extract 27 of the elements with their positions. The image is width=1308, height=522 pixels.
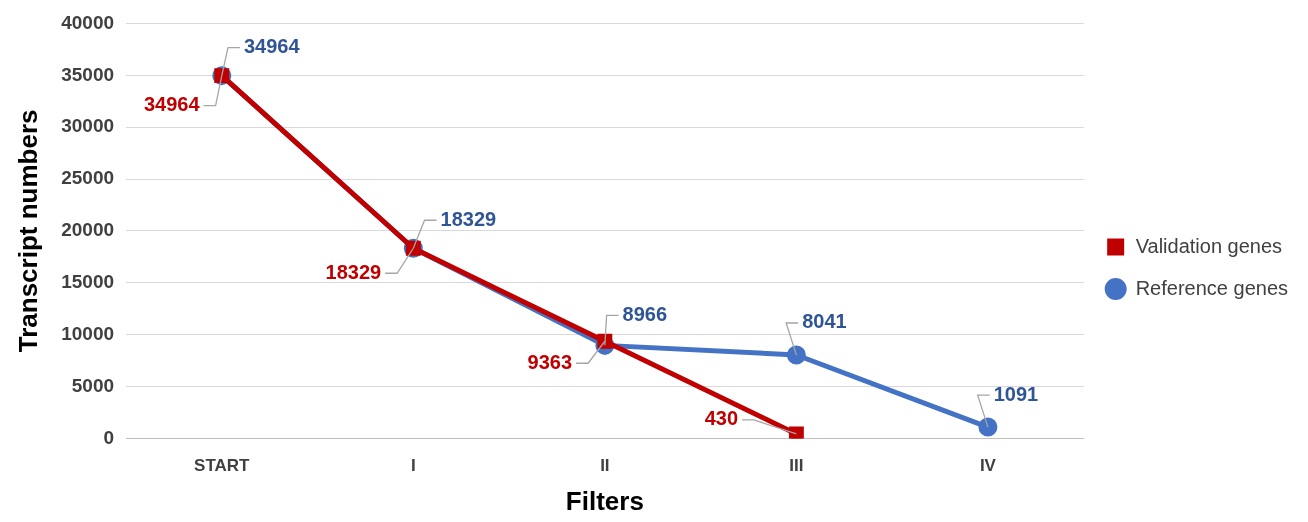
y-tick-label: 25000 bbox=[61, 167, 115, 189]
data-label: 8966 bbox=[622, 302, 668, 325]
y-tick-label: 40000 bbox=[61, 11, 115, 33]
data-label: 18329 bbox=[440, 207, 497, 230]
data-label: 430 bbox=[704, 407, 739, 430]
data-label: 9363 bbox=[527, 350, 573, 373]
y-axis-title: Transcript numbers bbox=[12, 109, 43, 353]
y-tick-label: 0 bbox=[103, 426, 115, 448]
x-axis-title: Filters bbox=[565, 485, 644, 516]
y-tick-label: 20000 bbox=[61, 219, 115, 241]
y-tick-label: 15000 bbox=[61, 271, 115, 293]
x-tick-label: III bbox=[789, 456, 804, 476]
x-tick-label: START bbox=[194, 456, 251, 476]
y-tick-label: 5000 bbox=[71, 374, 115, 396]
legend-label: Reference genes bbox=[1135, 276, 1288, 299]
data-label: 18329 bbox=[325, 260, 382, 283]
x-tick-label: I bbox=[410, 456, 416, 476]
data-label: 1091 bbox=[993, 382, 1039, 405]
data-label: 8041 bbox=[802, 310, 847, 333]
data-label: 34964 bbox=[243, 35, 301, 58]
x-tick-label: IV bbox=[979, 456, 997, 476]
data-label: 34964 bbox=[143, 93, 201, 116]
y-tick-label: 35000 bbox=[61, 63, 115, 85]
y-tick-label: 30000 bbox=[61, 115, 115, 137]
y-tick-label: 10000 bbox=[61, 322, 115, 344]
legend-label: Validation genes bbox=[1135, 234, 1283, 257]
x-tick-label: II bbox=[600, 456, 610, 476]
